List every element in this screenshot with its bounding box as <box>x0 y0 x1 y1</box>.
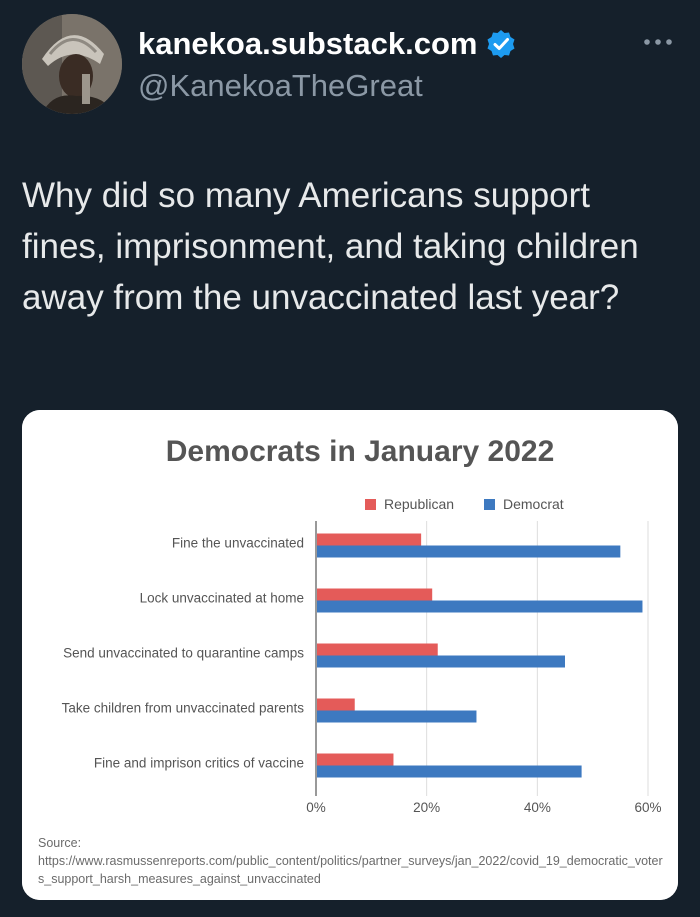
legend-label-democrat: Democrat <box>503 496 564 512</box>
x-tick-label: 40% <box>524 800 551 815</box>
legend-swatch-republican <box>365 499 376 510</box>
display-name-text[interactable]: kanekoa.substack.com <box>138 26 478 61</box>
bar-democrat-take-children-from-unvaccinated-parents <box>317 710 477 723</box>
x-tick-label: 60% <box>634 800 661 815</box>
display-name[interactable]: kanekoa.substack.com <box>138 26 517 62</box>
x-tick-label: 20% <box>413 800 440 815</box>
source-url[interactable]: https://www.rasmussenreports.com/public_… <box>38 854 663 886</box>
bar-democrat-fine-and-imprison-critics-of-vaccine <box>317 765 582 778</box>
category-label-lock-unvaccinated-at-home: Lock unvaccinated at home <box>140 591 304 606</box>
category-labels: Fine the unvaccinated Lock unvaccinated a… <box>62 536 305 771</box>
user-handle[interactable]: @KanekoaTheGreat <box>138 68 423 103</box>
source-label: Source: <box>38 836 82 850</box>
bar-republican-lock-unvaccinated-at-home <box>317 588 433 601</box>
avatar[interactable] <box>22 14 122 114</box>
bar-democrat-lock-unvaccinated-at-home <box>317 600 643 613</box>
verified-badge-icon <box>485 28 517 60</box>
more-icon[interactable] <box>638 24 678 60</box>
category-label-fine-and-imprison-critics-of-vaccine: Fine and imprison critics of vaccine <box>94 756 304 771</box>
source-note: Source: https://www.rasmussenreports.com… <box>38 834 668 888</box>
x-tick-label: 0% <box>306 800 326 815</box>
category-label-send-unvaccinated-to-quarantine-camps: Send unvaccinated to quarantine camps <box>63 646 304 661</box>
x-tick-labels: 0% 20% 40% 60% <box>306 800 661 815</box>
chart-bars <box>317 533 643 778</box>
bar-republican-fine-the-unvaccinated <box>317 533 422 546</box>
legend-swatch-democrat <box>484 499 495 510</box>
category-label-fine-the-unvaccinated: Fine the unvaccinated <box>172 536 304 551</box>
chart-legend: Republican Democrat <box>365 496 564 512</box>
bar-chart: Democrats in January 2022 Republican Dem… <box>22 410 678 900</box>
chart-title: Democrats in January 2022 <box>166 435 555 468</box>
tweet-text: Why did so many Americans support fines,… <box>22 176 639 317</box>
bar-republican-send-unvaccinated-to-quarantine-camps <box>317 643 438 656</box>
legend-label-republican: Republican <box>384 496 454 512</box>
category-label-take-children-from-unvaccinated-parents: Take children from unvaccinated parents <box>62 701 305 716</box>
bar-republican-take-children-from-unvaccinated-parents <box>317 698 355 711</box>
bar-democrat-send-unvaccinated-to-quarantine-camps <box>317 655 565 668</box>
chart-image-card[interactable]: Democrats in January 2022 Republican Dem… <box>22 410 678 900</box>
bar-republican-fine-and-imprison-critics-of-vaccine <box>317 753 394 766</box>
bar-democrat-fine-the-unvaccinated <box>317 545 621 558</box>
